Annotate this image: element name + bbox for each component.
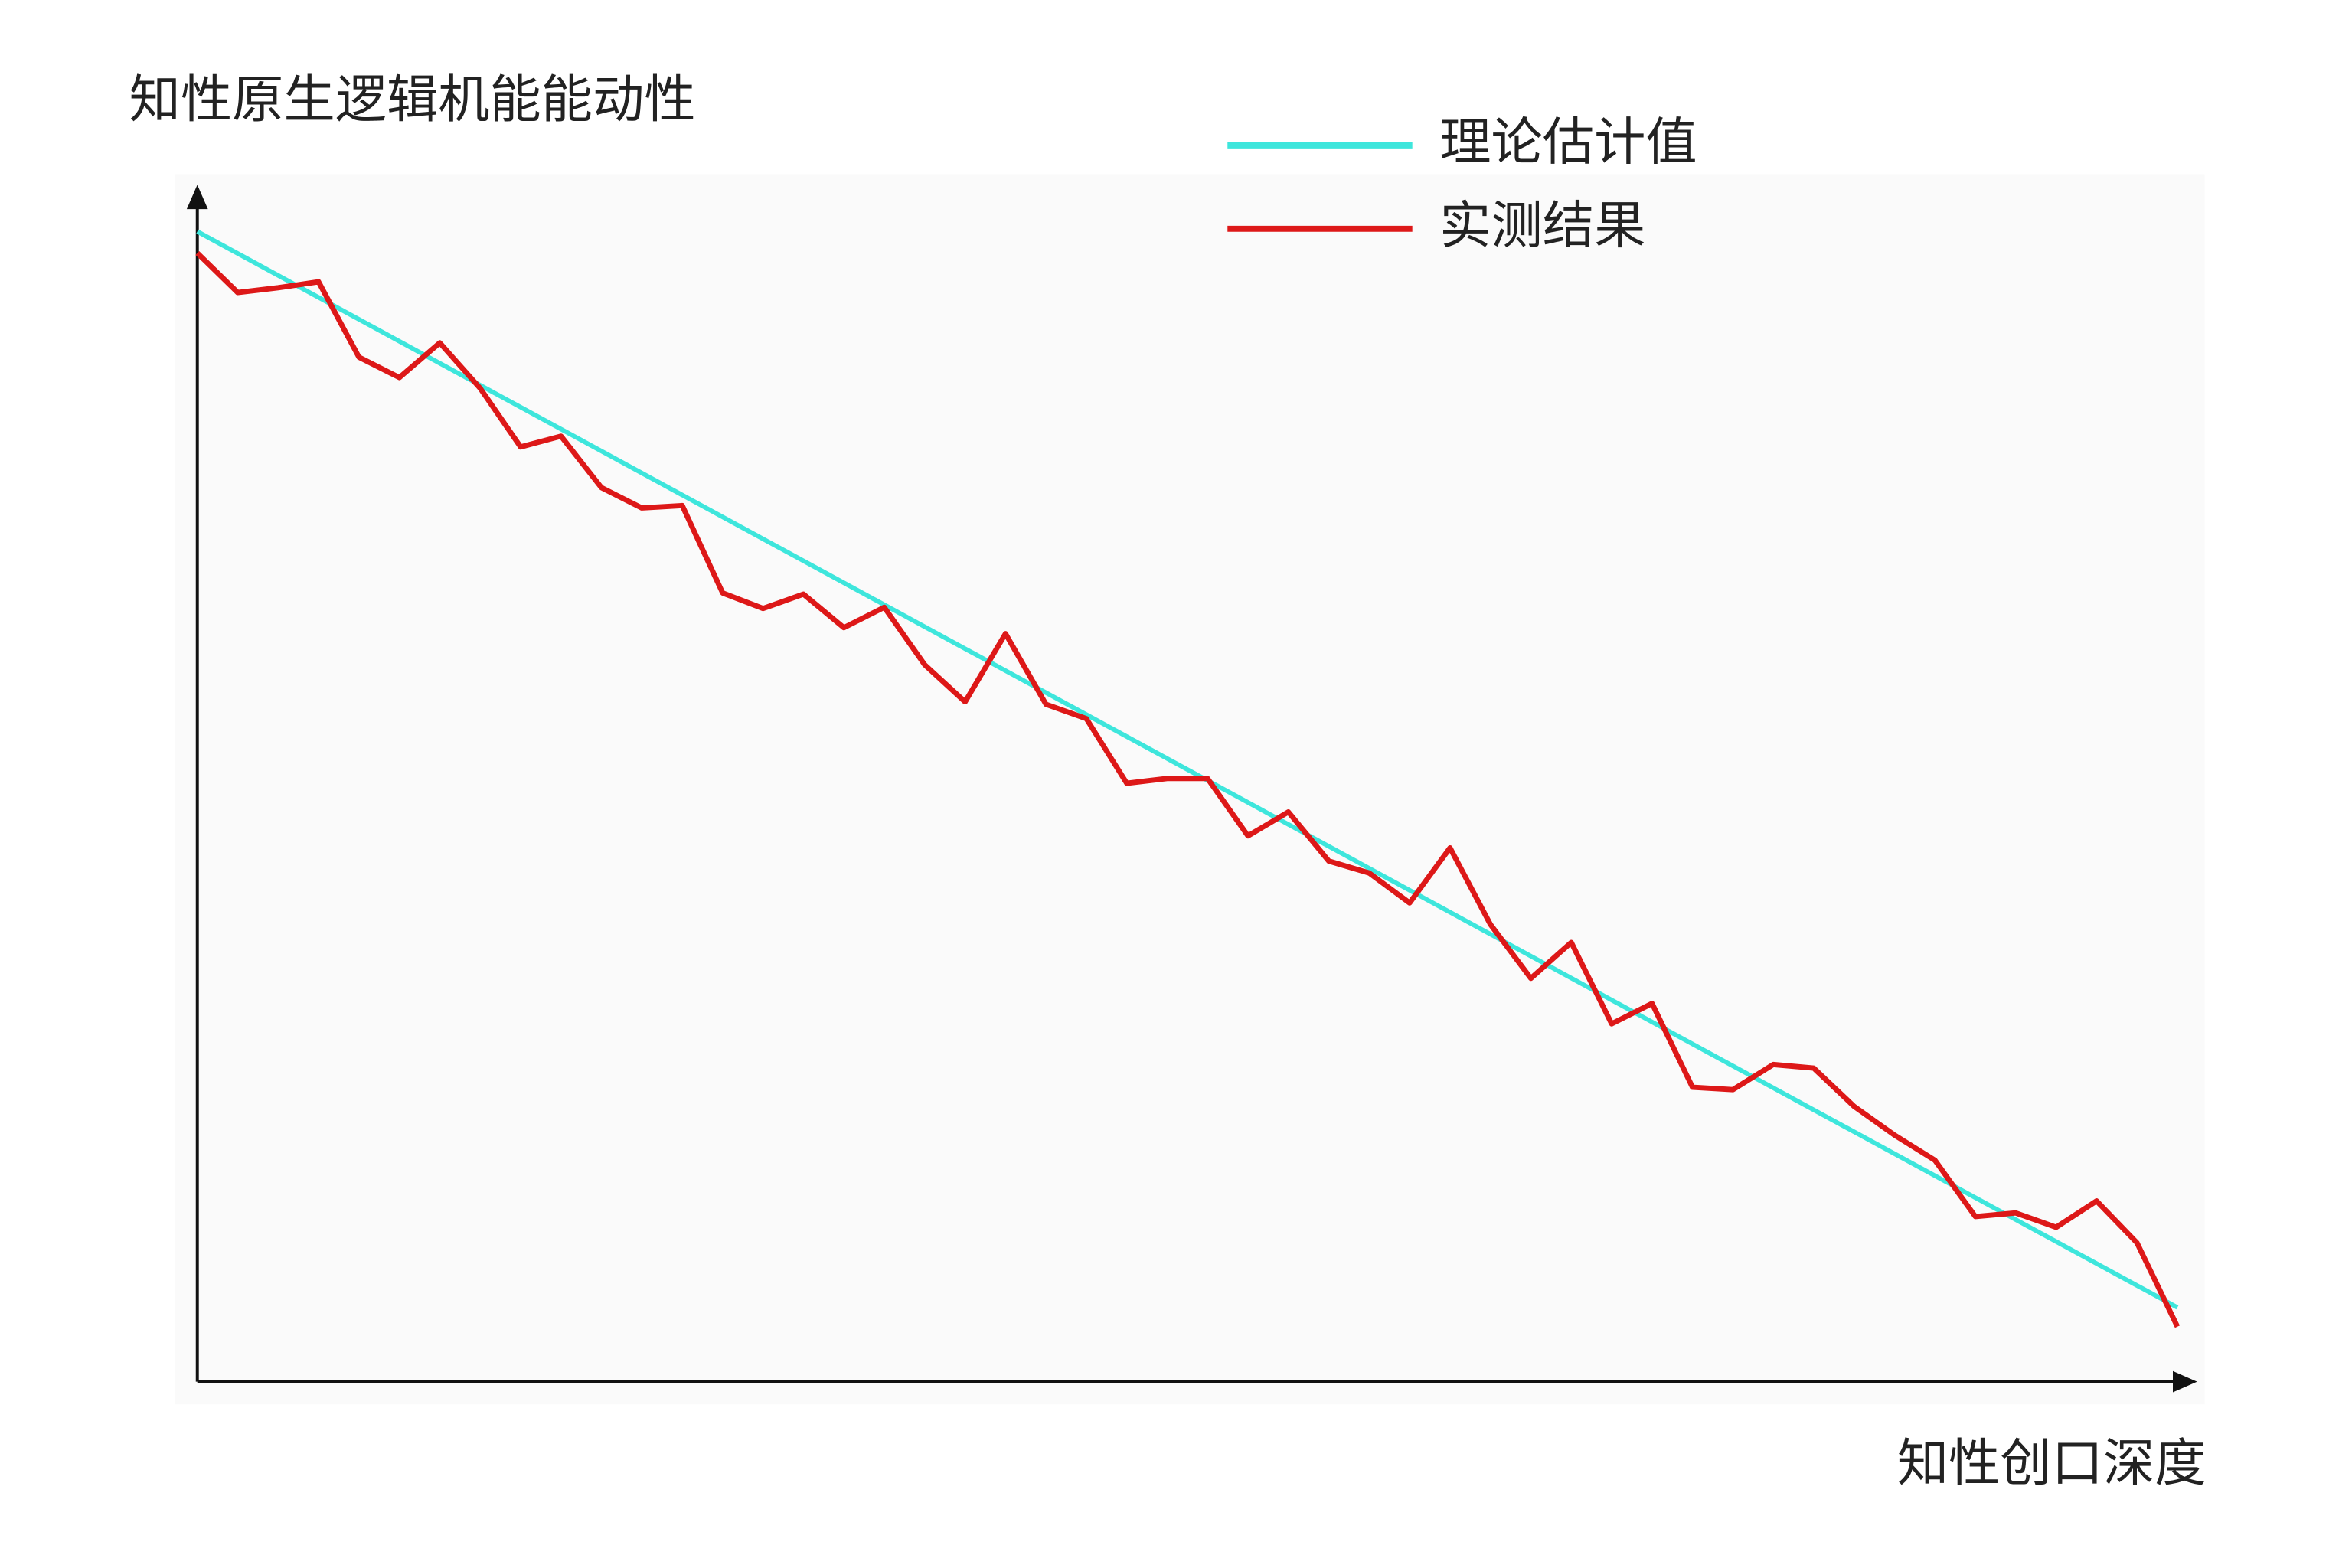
- y-axis-arrow: [186, 185, 208, 210]
- legend-label: 理论估计值: [1439, 113, 1697, 172]
- y-axis-title: 知性原生逻辑机能能动性: [129, 70, 696, 129]
- data-line: [196, 229, 2179, 1310]
- legend-label: 实测结果: [1439, 195, 1645, 255]
- x-axis-title: 知性创口深度: [1897, 1433, 2207, 1493]
- plot-background: [175, 174, 2205, 1405]
- plot-area: [195, 229, 2180, 1328]
- x-axis-arrow: [2173, 1370, 2197, 1393]
- data-line: [195, 251, 2180, 1328]
